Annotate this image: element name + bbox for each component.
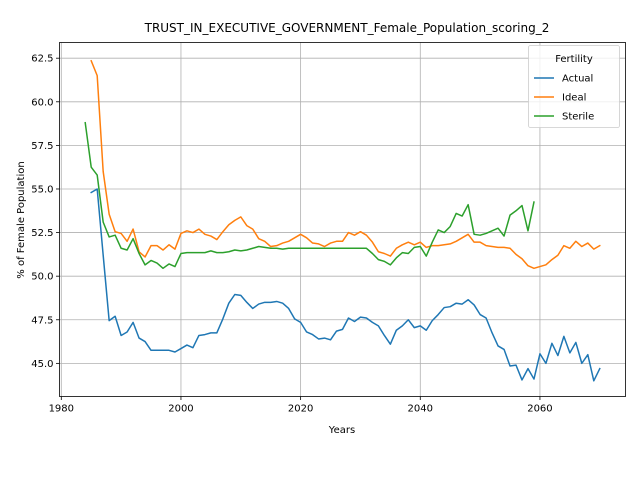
x-axis-label: Years (328, 425, 355, 436)
x-tick-label: 1980 (49, 404, 74, 415)
series-line-sterile (84, 121, 535, 270)
legend-box (528, 45, 620, 128)
y-tick-label: 60.0 (31, 97, 53, 108)
legend-entries: Actual Ideal Sterile (534, 74, 594, 123)
y-tick-label: 47.5 (31, 315, 53, 326)
x-tick-label: 2000 (168, 404, 193, 415)
y-tick-label: 57.5 (31, 141, 53, 152)
grid (59, 42, 626, 397)
y-tick-label: 45.0 (31, 359, 53, 370)
y-axis-label: % of Female Population (16, 161, 27, 278)
x-tick-label: 2040 (408, 404, 433, 415)
y-tick-label: 62.5 (31, 54, 53, 65)
legend-label-ideal: Ideal (562, 93, 586, 104)
x-axis-ticks: 1980 2000 2020 2040 2060 (49, 396, 553, 415)
x-tick-label: 2060 (527, 404, 552, 415)
series-line-ideal (90, 59, 601, 270)
x-tick-label: 2020 (288, 404, 313, 415)
y-tick-label: 55.0 (31, 184, 53, 195)
y-tick-label: 50.0 (31, 272, 53, 283)
legend-title: Fertility (555, 54, 593, 65)
chart-title: TRUST_IN_EXECUTIVE_GOVERNMENT_Female_Pop… (144, 21, 550, 35)
series-lines (84, 59, 601, 382)
legend-label-actual: Actual (562, 74, 593, 85)
y-axis-ticks: 45.0 47.5 50.0 52.5 55.0 57.5 60.0 62.5 (31, 54, 60, 370)
plot-frame (59, 42, 626, 397)
legend-label-sterile: Sterile (562, 112, 594, 123)
series-line-actual (90, 188, 601, 382)
legend: Fertility Actual Ideal Sterile (528, 45, 620, 128)
y-tick-label: 52.5 (31, 228, 53, 239)
